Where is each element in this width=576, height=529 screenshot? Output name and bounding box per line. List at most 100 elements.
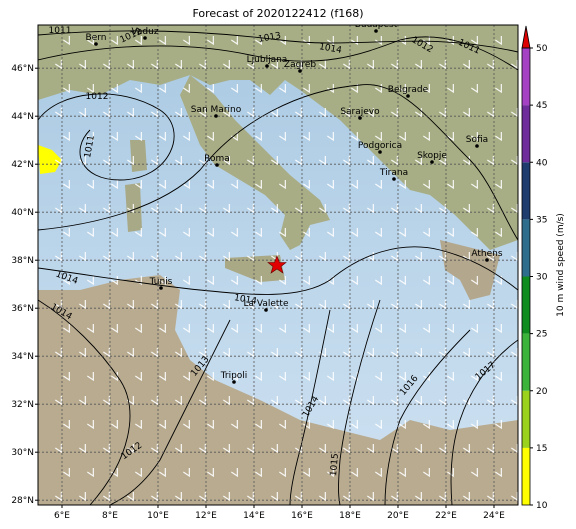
wind-barb xyxy=(159,180,166,190)
wind-barb xyxy=(487,348,494,358)
wind-barb xyxy=(399,132,406,142)
wind-barb xyxy=(255,228,262,238)
city-label: Sarajevo xyxy=(340,107,380,117)
city-dot xyxy=(94,42,98,46)
city-label: Budapest xyxy=(355,20,398,30)
wind-barb xyxy=(255,468,262,478)
wind-barb xyxy=(271,396,278,406)
wind-barb xyxy=(463,348,470,358)
isobar xyxy=(338,299,381,505)
wind-barb xyxy=(439,252,446,262)
city-label: Belgrade xyxy=(388,85,429,95)
colorbar-tick-label: 30 xyxy=(536,273,548,283)
wind-barb xyxy=(391,204,398,214)
wind-barb xyxy=(175,204,182,214)
wind-barb xyxy=(63,228,70,238)
wind-barb xyxy=(463,156,470,166)
wind-barb xyxy=(271,300,278,310)
wind-barb xyxy=(279,372,286,382)
wind-barb xyxy=(327,420,334,430)
colorbar-band xyxy=(522,276,530,334)
wind-barb xyxy=(447,324,454,334)
wind-barb xyxy=(351,276,358,286)
wind-barb xyxy=(375,324,382,334)
wind-barb xyxy=(415,60,422,70)
wind-barb xyxy=(391,60,398,70)
city-dot xyxy=(358,116,362,120)
wind-barb xyxy=(439,108,446,118)
wind-barb xyxy=(327,276,334,286)
wind-barb xyxy=(423,468,430,478)
wind-barb xyxy=(223,348,230,358)
wind-barb xyxy=(231,420,238,430)
wind-barb xyxy=(255,132,262,142)
wind-barb xyxy=(159,36,166,46)
land-africa xyxy=(38,275,518,505)
wind-barb xyxy=(135,180,142,190)
graticule xyxy=(38,25,518,505)
wind-barb xyxy=(199,204,206,214)
wind-barb xyxy=(463,108,470,118)
wind-barb xyxy=(247,252,254,262)
wind-barb xyxy=(103,108,110,118)
wind-barb xyxy=(343,60,350,70)
wind-barb xyxy=(63,420,70,430)
wind-barb xyxy=(471,84,478,94)
wind-barb xyxy=(447,84,454,94)
wind-barb xyxy=(135,324,142,334)
wind-barb xyxy=(199,396,206,406)
wind-barb xyxy=(343,156,350,166)
wind-barb xyxy=(295,252,302,262)
wind-barb xyxy=(495,324,502,334)
wind-barb xyxy=(111,132,118,142)
wind-barb xyxy=(415,444,422,454)
wind-barb xyxy=(247,348,254,358)
wind-barb xyxy=(79,108,86,118)
wind-barb xyxy=(399,84,406,94)
wind-barb xyxy=(199,300,206,310)
colorbar-tick-label: 15 xyxy=(536,444,547,454)
wind-barb xyxy=(247,204,254,214)
wind-barb xyxy=(87,36,94,46)
wind-barb xyxy=(103,444,110,454)
wind-barb xyxy=(375,36,382,46)
wind-barb xyxy=(255,36,262,46)
wind-barb xyxy=(391,252,398,262)
wind-barb xyxy=(55,348,62,358)
wind-barb xyxy=(375,180,382,190)
wind-barb xyxy=(175,300,182,310)
wind-barb xyxy=(79,204,86,214)
wind-barb xyxy=(255,372,262,382)
wind-barb xyxy=(439,156,446,166)
city-dot xyxy=(475,144,479,148)
wind-barb xyxy=(367,444,374,454)
wind-barb xyxy=(391,492,398,502)
wind-barb xyxy=(423,228,430,238)
city-label: Roma xyxy=(204,154,230,164)
wind-barb xyxy=(463,444,470,454)
wind-barb xyxy=(87,324,94,334)
wind-barb xyxy=(319,492,326,502)
wind-barb xyxy=(487,156,494,166)
wind-barb xyxy=(199,348,206,358)
wind-barb xyxy=(247,300,254,310)
wind-barb xyxy=(159,468,166,478)
wind-barb xyxy=(255,276,262,286)
wind-barb xyxy=(151,396,158,406)
wind-barb xyxy=(199,60,206,70)
wind-barb xyxy=(127,444,134,454)
colorbar: 10 15 20 25 30 35 40 45 50 xyxy=(521,25,548,511)
wind-barb xyxy=(295,348,302,358)
wind-barb xyxy=(391,300,398,310)
wind-barb xyxy=(127,492,134,502)
wind-barb xyxy=(159,324,166,334)
wind-barb xyxy=(319,60,326,70)
wind-barb xyxy=(111,228,118,238)
wind-barb xyxy=(55,396,62,406)
lon-tick-label: 20°E xyxy=(387,511,409,521)
wind-barb xyxy=(295,300,302,310)
wind-barb xyxy=(79,348,86,358)
isobar-label: 1013 xyxy=(258,31,282,45)
wind-barb xyxy=(79,396,86,406)
forecast-point xyxy=(267,255,287,274)
